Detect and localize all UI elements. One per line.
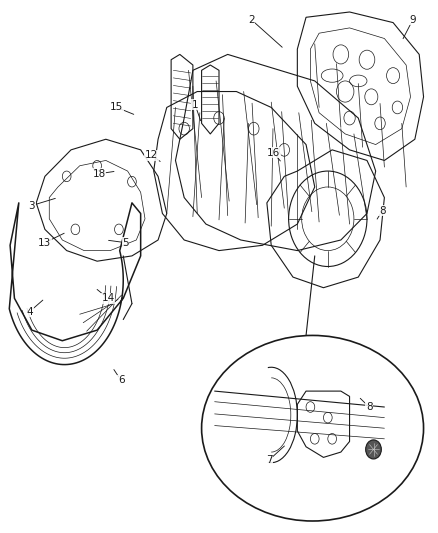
Text: 9: 9: [410, 15, 416, 25]
Text: 2: 2: [248, 15, 255, 25]
Text: 12: 12: [145, 150, 158, 160]
Text: 3: 3: [28, 200, 35, 211]
Text: 18: 18: [93, 169, 106, 179]
Text: 8: 8: [366, 402, 372, 412]
Text: 1: 1: [192, 100, 198, 110]
Circle shape: [366, 440, 381, 459]
Text: 15: 15: [110, 102, 124, 112]
Text: 14: 14: [101, 293, 115, 303]
Text: 5: 5: [122, 238, 129, 248]
Text: 7: 7: [266, 455, 272, 465]
Text: 13: 13: [38, 238, 52, 248]
Text: 8: 8: [379, 206, 385, 216]
Text: 4: 4: [26, 306, 33, 317]
Text: 16: 16: [267, 148, 280, 158]
Text: 6: 6: [118, 375, 124, 385]
